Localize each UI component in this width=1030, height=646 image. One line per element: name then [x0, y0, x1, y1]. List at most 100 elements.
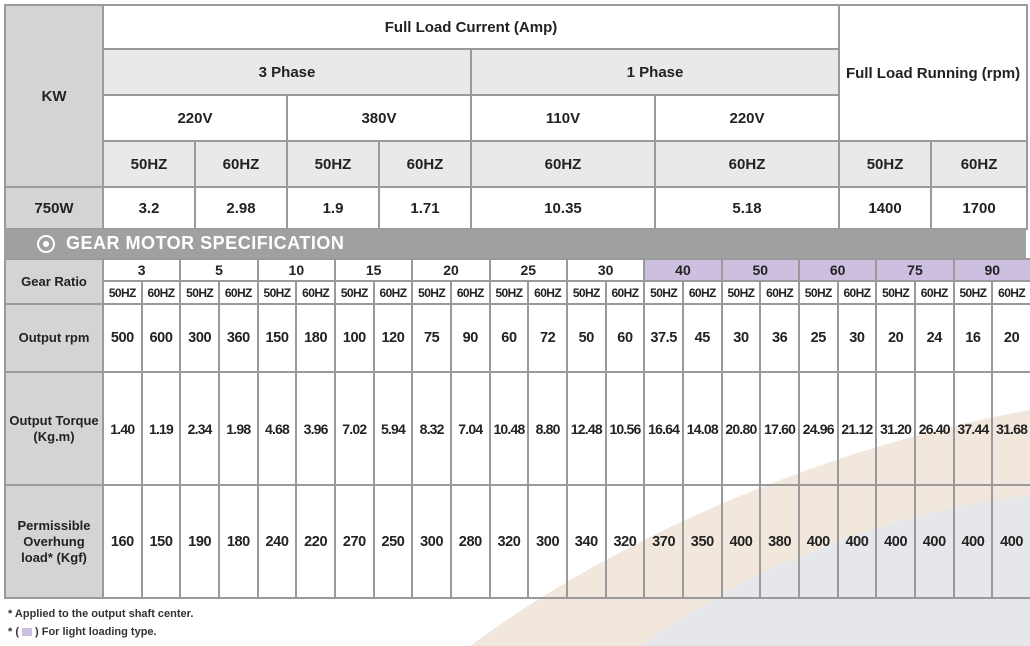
freq-header: 50HZ: [643, 280, 684, 305]
spec-value: 160: [102, 484, 143, 599]
spec-value: 350: [681, 484, 723, 599]
spec-value: 400: [991, 484, 1030, 599]
spec-value: 280: [449, 484, 491, 599]
voltage-header: 110V: [470, 94, 656, 142]
gear-ratio-header: 90: [952, 258, 1030, 282]
freq-header: 50HZ: [875, 280, 916, 305]
spec-value: 1.40: [102, 371, 143, 486]
spec-value: 30: [836, 303, 878, 373]
freq-header: 60HZ: [217, 280, 259, 305]
spec-value: 8.32: [411, 371, 452, 486]
spec-value: 17.60: [759, 371, 800, 486]
freq-header: 60HZ: [372, 280, 414, 305]
freq-header: 60HZ: [194, 140, 288, 188]
spec-value: 12.48: [565, 371, 607, 486]
footnote-prefix: * (: [8, 626, 19, 638]
spec-value: 50: [565, 303, 607, 373]
footnote-light-loading: * () For light loading type.: [8, 626, 157, 638]
gear-motor-spec-banner: GEAR MOTOR SPECIFICATION: [4, 229, 1026, 258]
spec-value: 45: [681, 303, 723, 373]
spec-value: 320: [604, 484, 646, 599]
spec-value: 400: [836, 484, 878, 599]
freq-header: 50HZ: [102, 280, 143, 305]
gear-ratio-header: 60: [797, 258, 878, 282]
current-value: 10.35: [470, 186, 656, 230]
spec-value: 120: [372, 303, 414, 373]
spec-value: 300: [411, 484, 452, 599]
current-value: 5.18: [653, 186, 841, 230]
freq-header: 50HZ: [797, 280, 839, 305]
voltage-header: 220V: [102, 94, 288, 142]
freq-header: 60HZ: [449, 280, 491, 305]
freq-header: 60HZ: [140, 280, 182, 305]
freq-header: 60HZ: [527, 280, 568, 305]
spec-value: 400: [913, 484, 955, 599]
current-value: 2.98: [194, 186, 288, 230]
freq-header: 50HZ: [838, 140, 933, 188]
spec-value: 1.19: [140, 371, 182, 486]
spec-value: 400: [952, 484, 994, 599]
gear-ratio-header: 75: [875, 258, 955, 282]
freq-header: 50HZ: [179, 280, 220, 305]
spec-value: 36: [759, 303, 800, 373]
freq-header: 60HZ: [991, 280, 1030, 305]
spec-value: 4.68: [256, 371, 298, 486]
current-value: 3.2: [102, 186, 196, 230]
light-loading-swatch: [22, 628, 32, 637]
spec-value: 190: [179, 484, 220, 599]
spec-value: 37.44: [952, 371, 994, 486]
freq-header: 50HZ: [256, 280, 298, 305]
spec-value: 25: [797, 303, 839, 373]
spec-value: 380: [759, 484, 800, 599]
spec-value: 20: [991, 303, 1030, 373]
spec-value: 180: [295, 303, 336, 373]
spec-value: 8.80: [527, 371, 568, 486]
freq-header: 60HZ: [295, 280, 336, 305]
spec-row-label: Output rpm: [4, 303, 104, 373]
freq-header: 50HZ: [102, 140, 196, 188]
spec-value: 14.08: [681, 371, 723, 486]
freq-header: 50HZ: [286, 140, 380, 188]
banner-title: GEAR MOTOR SPECIFICATION: [66, 233, 345, 253]
full-load-running-header: Full Load Running (rpm): [838, 4, 1029, 142]
spec-value: 2.34: [179, 371, 220, 486]
gear-ratio-header: 40: [643, 258, 723, 282]
freq-header: 60HZ: [378, 140, 472, 188]
spec-value: 320: [488, 484, 530, 599]
spec-value: 31.68: [991, 371, 1030, 486]
spec-value: 20: [875, 303, 916, 373]
freq-header: 50HZ: [411, 280, 452, 305]
gear-spec-table: Gear Ratio 3 5 10 15 20 25 30 40 50 60 75 90 50HZ 60…: [4, 258, 1030, 599]
spec-value: 240: [256, 484, 298, 599]
spec-value: 21.12: [836, 371, 878, 486]
spec-value: 600: [140, 303, 182, 373]
spec-value: 100: [333, 303, 375, 373]
kw-label: KW: [4, 4, 104, 188]
gear-ratio-header: 25: [488, 258, 568, 282]
spec-row-label: Output Torque (Kg.m): [4, 371, 104, 486]
spec-value: 3.96: [295, 371, 336, 486]
freq-header: 60HZ: [759, 280, 800, 305]
spec-value: 60: [488, 303, 530, 373]
gear-ratio-header: 10: [256, 258, 336, 282]
spec-value: 150: [140, 484, 182, 599]
spec-value: 24: [913, 303, 955, 373]
spec-value: 16: [952, 303, 994, 373]
spec-value: 7.04: [449, 371, 491, 486]
gear-ratio-header: 3: [101, 258, 182, 282]
spec-value: 10.48: [488, 371, 530, 486]
spec-value: 30: [720, 303, 762, 373]
one-phase-header: 1 Phase: [469, 48, 841, 96]
spec-value: 360: [217, 303, 259, 373]
spec-value: 340: [565, 484, 607, 599]
freq-header: 60HZ: [930, 140, 1029, 188]
freq-header: 50HZ: [488, 280, 530, 305]
full-load-table: KW Full Load Current (Amp) Full Load Run…: [4, 4, 1029, 230]
gear-ratio-header: 5: [179, 258, 259, 282]
power-row-label: 750W: [4, 186, 104, 230]
voltage-header: 380V: [286, 94, 472, 142]
spec-value: 300: [527, 484, 568, 599]
spec-value: 1.98: [217, 371, 259, 486]
gear-ratio-header: 30: [565, 258, 646, 282]
spec-value: 180: [217, 484, 259, 599]
